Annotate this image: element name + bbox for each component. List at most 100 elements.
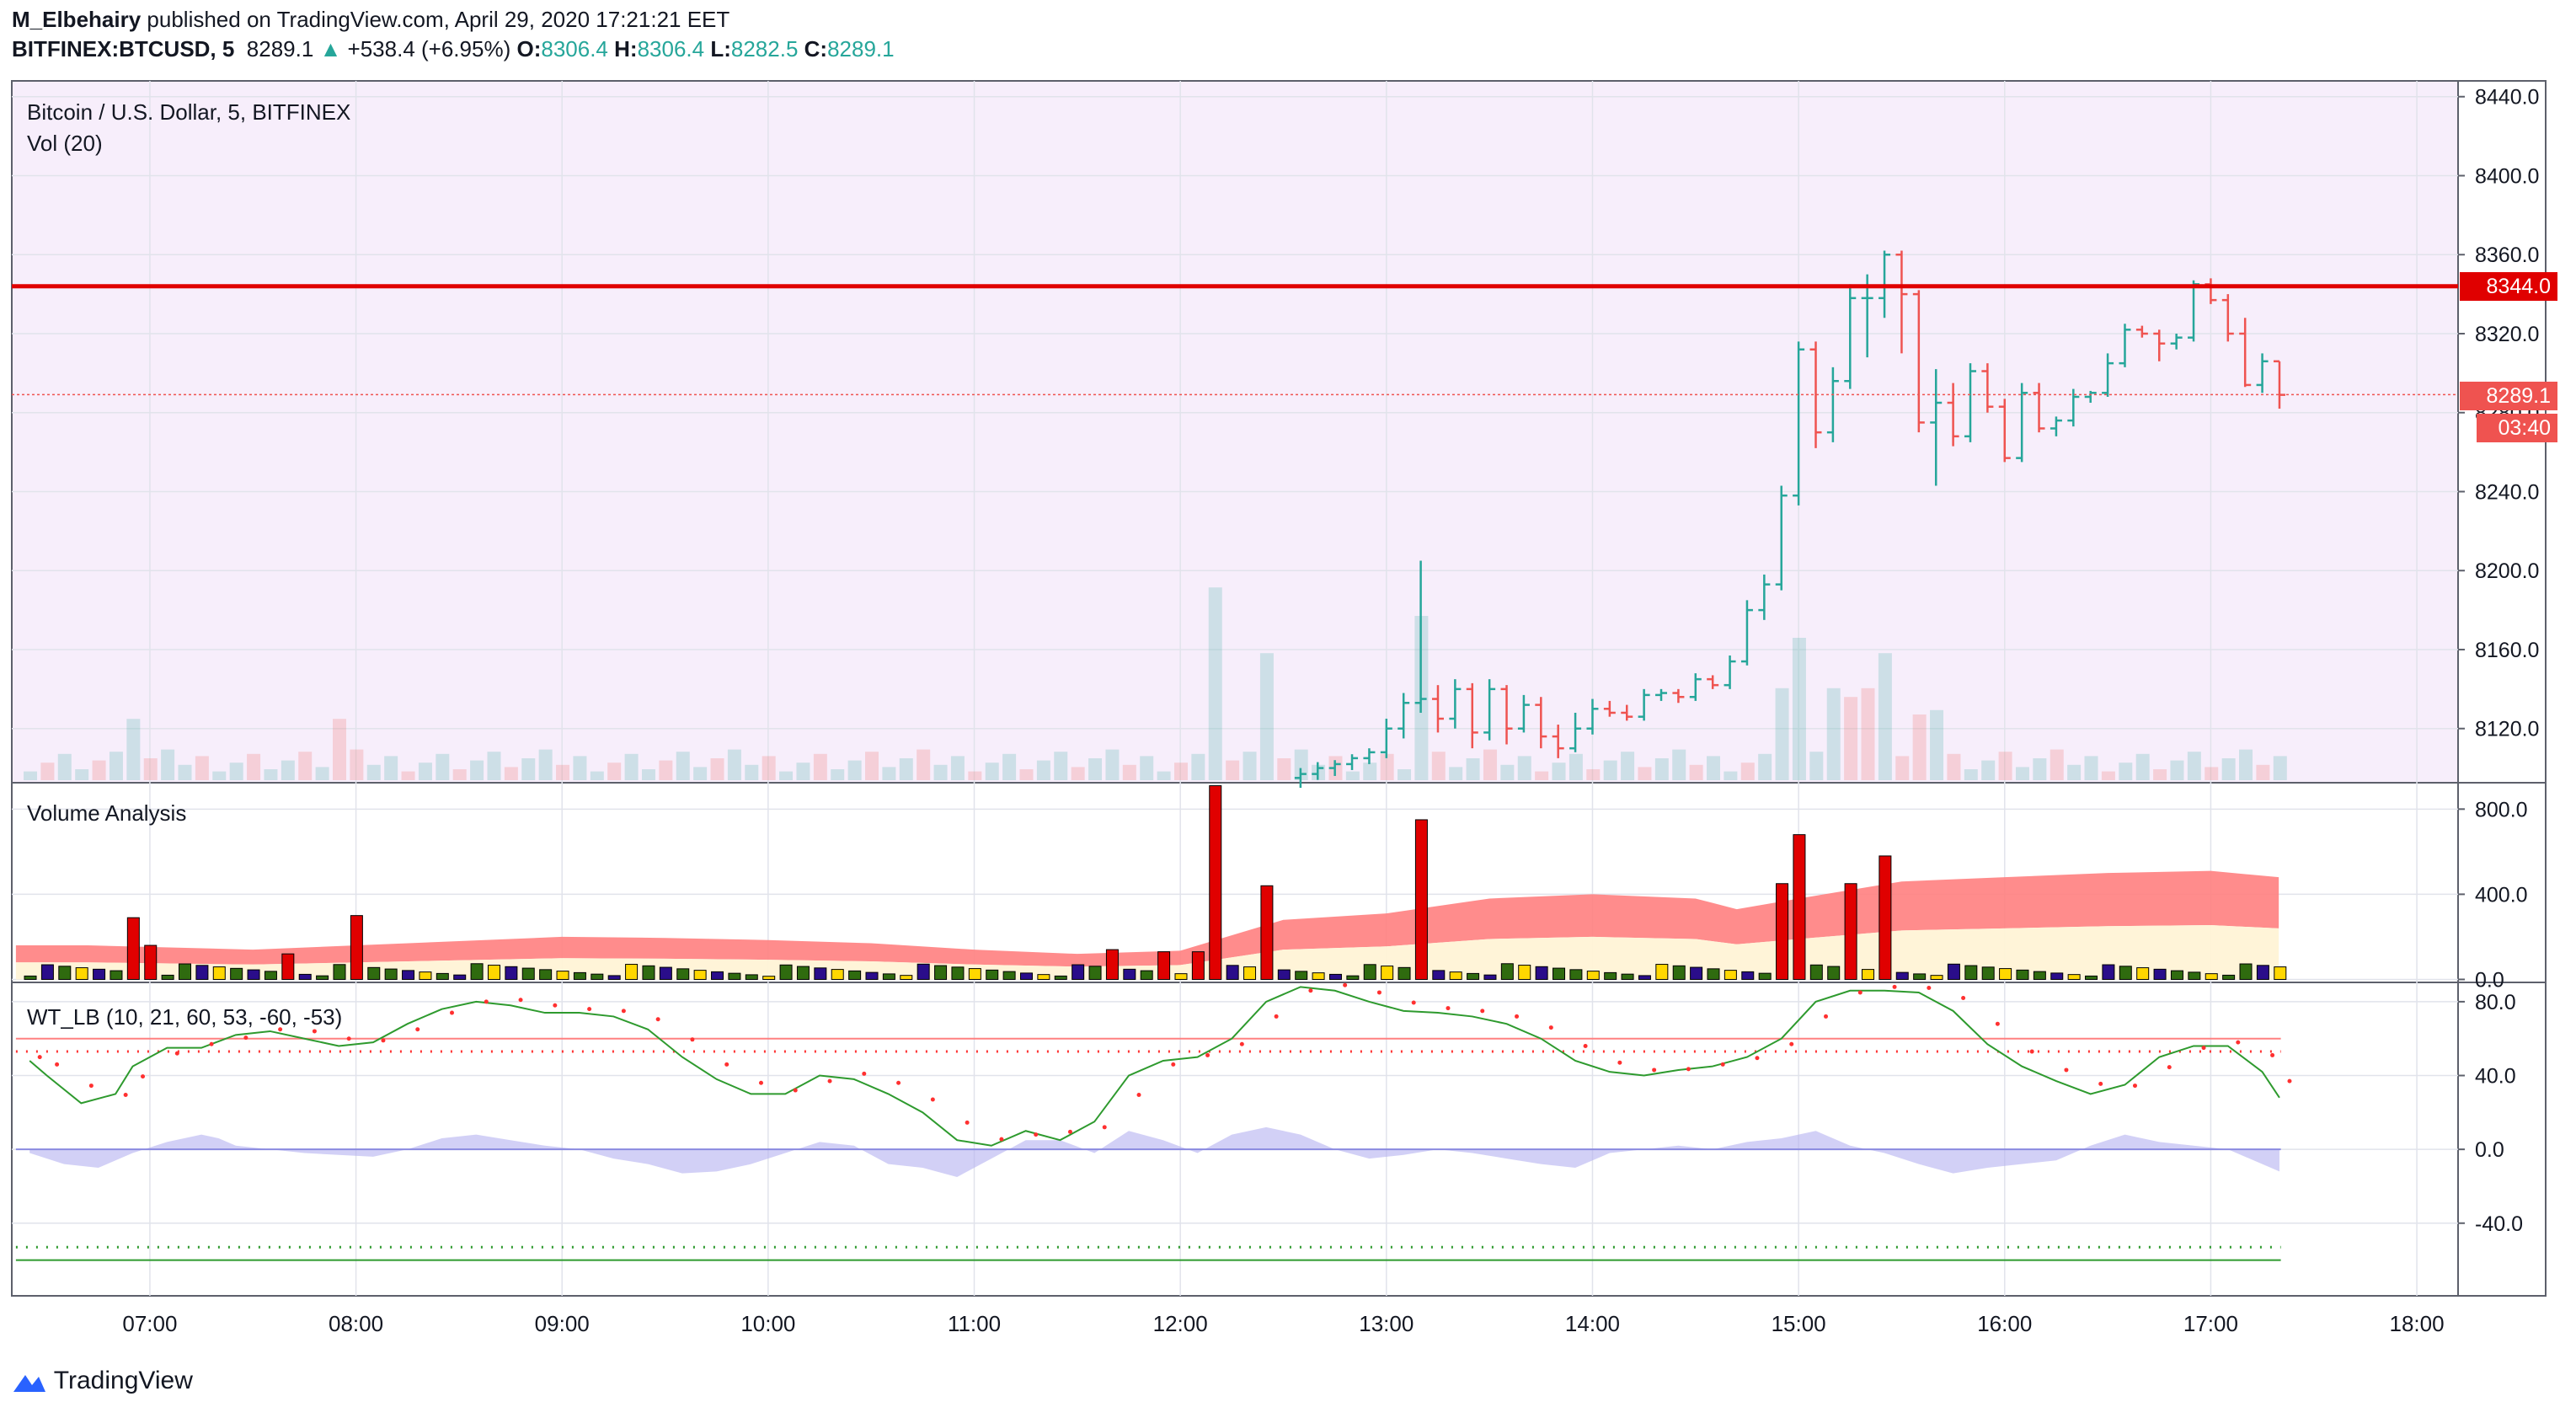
volume-bar <box>1740 763 1755 780</box>
price-bar <box>1552 725 1564 758</box>
price-tick-label: 8320.0 <box>2475 323 2539 346</box>
volume-analysis-bar <box>161 974 174 980</box>
price-bar <box>1895 250 1908 354</box>
time-tick-label: 18:00 <box>2390 1311 2445 1336</box>
price-bar <box>1930 369 1943 486</box>
price-bar <box>1517 694 1530 733</box>
wt-signal-dot <box>1789 1041 1794 1046</box>
volume-analysis-bar <box>1088 966 1102 980</box>
price-bar <box>1981 363 1994 413</box>
price-bar <box>1758 574 1771 620</box>
volume-bar <box>899 758 913 780</box>
volume-analysis-bar <box>1793 834 1806 980</box>
wt-tick-label: 80.0 <box>2475 991 2516 1014</box>
volume-bar <box>641 769 655 780</box>
symbol-label[interactable]: BITFINEX:BTCUSD, 5 <box>12 36 235 62</box>
wt-signal-dot <box>2167 1065 2172 1070</box>
volume-bar <box>1586 769 1601 780</box>
volume-bar <box>1724 771 1738 780</box>
volume-bar <box>212 771 227 780</box>
volume-bar <box>590 771 604 780</box>
volume-bar <box>1603 760 1617 780</box>
price-tick-label: 8120.0 <box>2475 718 2539 741</box>
price-bar <box>2119 324 2131 367</box>
volume-analysis-bar <box>1414 819 1428 980</box>
wt-signal-dot <box>1239 1041 1244 1046</box>
volume-analysis-bar <box>1569 969 1583 980</box>
volume-analysis-bar <box>1260 885 1274 980</box>
wt-signal-dot <box>2287 1078 2292 1084</box>
price-bar <box>1535 697 1547 749</box>
volume-analysis-bar <box>179 963 192 980</box>
wt-signal-dot <box>312 1029 317 1034</box>
wt-signal-dot <box>1308 988 1313 993</box>
price-bar <box>1603 700 1616 717</box>
volume-analysis-bar <box>968 968 981 980</box>
price-bar <box>1998 399 2011 463</box>
volume-bar <box>710 758 724 780</box>
volume-bar <box>436 753 450 780</box>
volume-bar <box>1552 763 1566 780</box>
wt-signal-dot <box>793 1088 798 1093</box>
chart-header: M_Elbehairy published on TradingView.com… <box>12 5 1528 64</box>
wt-tick-label: -40.0 <box>2475 1212 2523 1236</box>
wt-signal-dot <box>1961 996 1966 1001</box>
volume-bar <box>2205 767 2219 780</box>
volume-analysis-bar <box>1500 963 1514 980</box>
wt-signal-dot <box>37 1055 42 1060</box>
volume-analysis-bar <box>1809 964 1823 980</box>
price-bar <box>1414 560 1427 713</box>
volume-analysis-bar <box>1243 966 1257 980</box>
wt-signal-dot <box>690 1037 695 1042</box>
volume-analysis-bar <box>986 969 999 980</box>
wt-signal-dot <box>2029 1049 2034 1054</box>
wt-signal-dot <box>1583 1043 1588 1048</box>
wt-main-line <box>29 986 2280 1147</box>
volume-bar <box>1569 753 1583 780</box>
volume-bar <box>1294 749 1308 780</box>
price-bar <box>1500 685 1513 745</box>
volume-analysis-bar <box>2188 971 2201 980</box>
wt-signal-dot <box>827 1078 832 1084</box>
volume-analysis-bar <box>1054 975 1067 980</box>
wt-signal-dot <box>2236 1040 2241 1045</box>
volume-analysis-bar <box>1328 973 1342 980</box>
author-name[interactable]: M_Elbehairy <box>12 7 142 32</box>
volume-analysis-bar <box>607 975 621 980</box>
volume-analysis-bar <box>1776 883 1789 980</box>
volume-bar <box>538 749 553 780</box>
volume-analysis-bar <box>2119 966 2132 980</box>
volume-bar <box>264 769 278 780</box>
volume-bar <box>573 756 587 780</box>
tradingview-logo[interactable]: TradingView <box>12 1367 193 1395</box>
volume-bar <box>2273 756 2287 780</box>
volume-bar <box>1088 758 1103 780</box>
up-arrow-icon: ▲ <box>319 36 342 62</box>
price-bar <box>1689 673 1702 701</box>
volume-bar <box>917 749 931 780</box>
time-tick-label: 12:00 <box>1153 1311 1208 1336</box>
price-bar <box>1844 284 1857 389</box>
volume-analysis-bar <box>1930 975 1943 980</box>
volume-analysis-bar <box>2050 972 2064 980</box>
volume-bar <box>2256 764 2270 780</box>
volume-analysis-bar <box>1604 971 1617 980</box>
time-tick-label: 07:00 <box>122 1311 177 1336</box>
wt-tick-label: 40.0 <box>2475 1065 2516 1089</box>
volume-bar <box>1157 771 1171 780</box>
volume-analysis-bar <box>316 975 329 980</box>
volume-bar <box>1672 749 1686 780</box>
volume-analysis-bar <box>1895 971 1909 980</box>
volume-bar <box>57 753 72 780</box>
wt-signal-dot <box>1274 1014 1279 1019</box>
volume-bar <box>2170 760 2184 780</box>
volume-bar <box>1243 752 1257 780</box>
volume-analysis-bar <box>1072 964 1085 980</box>
time-tick-label: 10:00 <box>740 1311 795 1336</box>
wt-signal-dot <box>1995 1021 2000 1026</box>
volume-analysis-bar <box>1381 966 1394 980</box>
volume-analysis-bar <box>1553 967 1566 980</box>
volume-analysis-bar <box>1879 855 1892 980</box>
price-bar <box>1586 698 1599 735</box>
